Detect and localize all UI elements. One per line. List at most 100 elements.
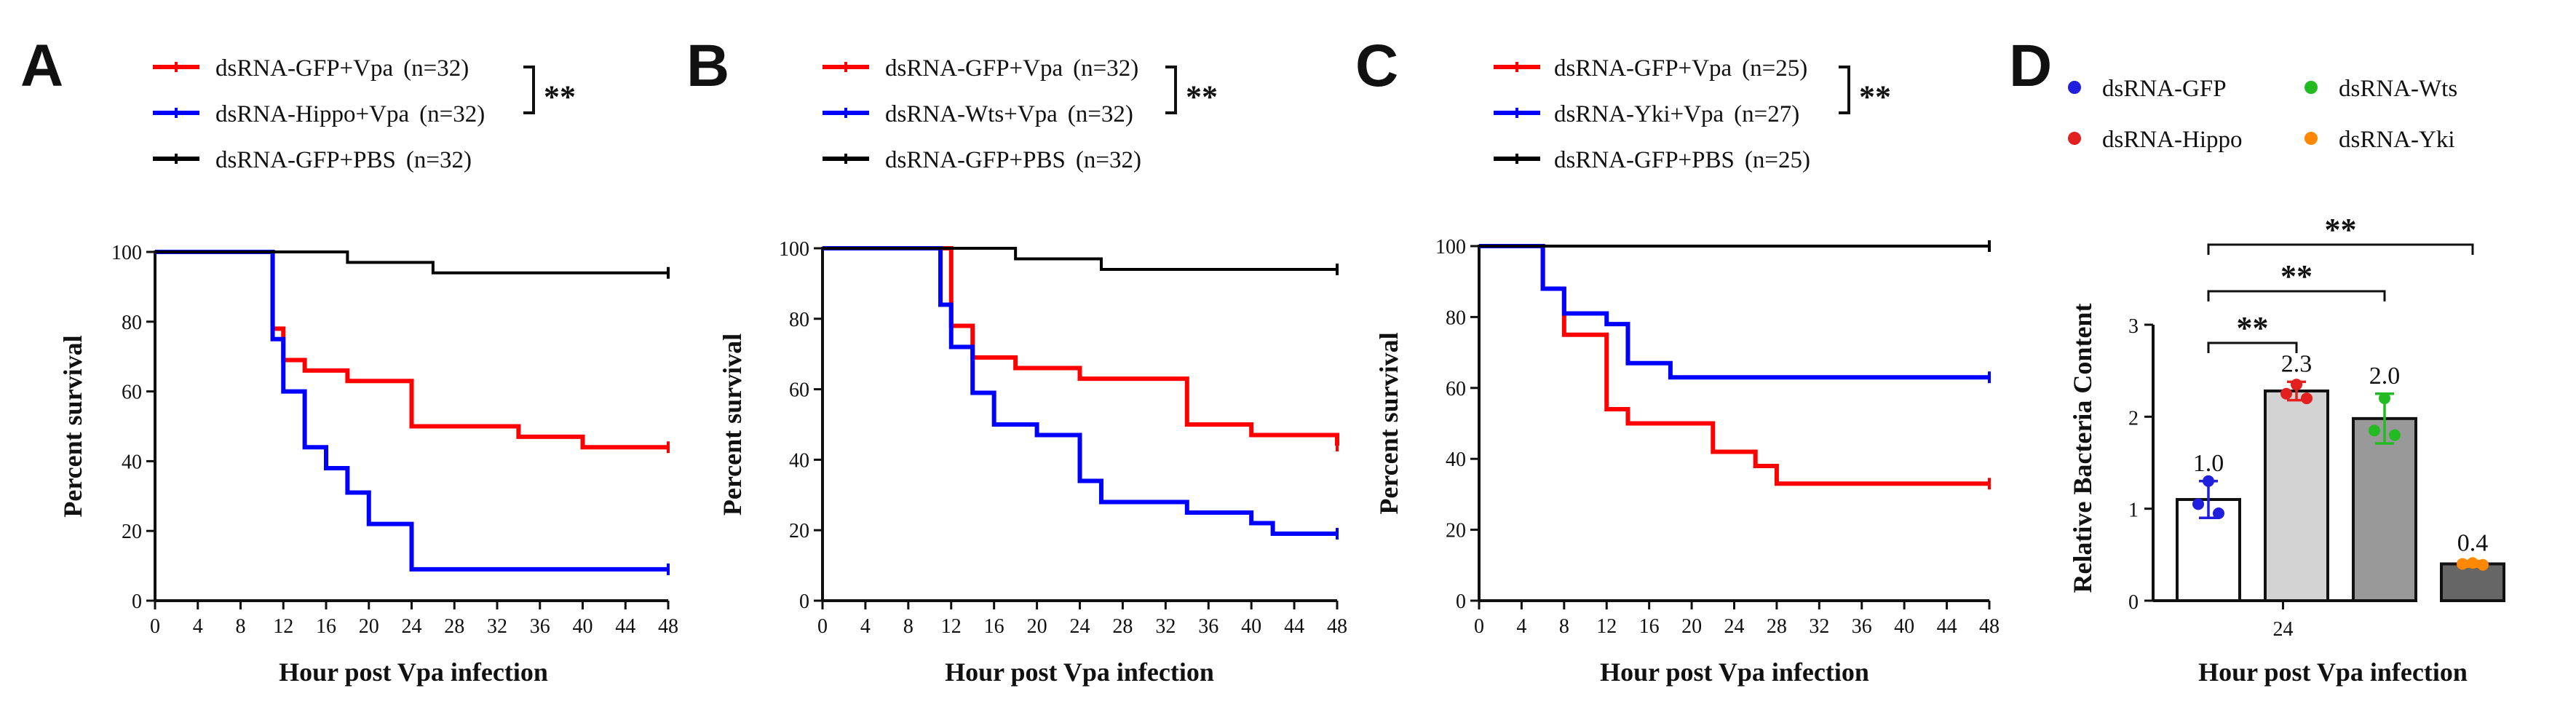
survival-curve	[823, 246, 1339, 446]
significance-bracket	[1165, 66, 1177, 114]
x-tick-label: 24	[402, 615, 422, 638]
survival-curve	[1479, 244, 1989, 380]
y-tick-label: 20	[789, 520, 809, 542]
x-tick-label: 36	[1852, 615, 1872, 638]
legend-entry: dsRNA-Yki+Vpa (n=27)	[1494, 101, 1799, 127]
data-point	[2477, 558, 2489, 571]
y-tick-label: 40	[1446, 449, 1466, 471]
legend-n-label: (n=27)	[1734, 101, 1799, 127]
x-tick-label: 40	[573, 615, 593, 638]
survival-curve	[823, 246, 1337, 537]
data-point	[2379, 392, 2390, 405]
y-tick-label: 2	[2128, 407, 2139, 430]
y-tick-label: 60	[789, 379, 809, 402]
legend-n-label: (n=25)	[1745, 147, 1810, 173]
x-tick-label: 44	[615, 615, 635, 638]
legend-label: dsRNA-Hippo	[2102, 127, 2243, 153]
x-tick-label: 36	[1198, 615, 1218, 638]
data-point	[2389, 429, 2401, 441]
legend-label: dsRNA-GFP+Vpa	[1554, 55, 1732, 82]
bar	[2352, 416, 2417, 602]
legend-dot	[2068, 132, 2081, 145]
legend-entry: dsRNA-Hippo	[2068, 127, 2243, 153]
y-tick-label: 60	[122, 382, 142, 404]
bar-value-label: 1.0	[2193, 450, 2224, 477]
data-point	[2369, 424, 2380, 437]
y-tick-label: 60	[1446, 378, 1466, 400]
bar	[2440, 562, 2505, 603]
legend-entry: dsRNA-GFP+PBS (n=25)	[1494, 147, 1810, 173]
y-tick-label: 0	[1456, 590, 1466, 613]
x-tick-label: 0	[1474, 615, 1484, 638]
x-tick-label: 0	[817, 615, 828, 638]
legend-n-label: (n=32)	[1076, 147, 1141, 173]
y-tick-label: 0	[2128, 591, 2139, 614]
legend-entry: dsRNA-Wts+Vpa (n=32)	[823, 101, 1133, 127]
y-axis-title: Percent survival	[1374, 332, 1403, 514]
x-tick-label: 40	[1894, 615, 1914, 638]
legend-entry: dsRNA-GFP+Vpa (n=25)	[1494, 55, 1807, 82]
data-point	[2467, 557, 2478, 569]
x-axis-title: Hour post Vpa infection	[1600, 657, 1869, 687]
survival-curve	[823, 247, 1337, 272]
x-tick-label: 20	[359, 615, 379, 638]
x-tick-label: 4	[1516, 615, 1526, 638]
legend-dot	[2068, 81, 2081, 94]
significance-bracket	[523, 66, 535, 114]
y-tick-label: 100	[111, 242, 142, 264]
significance-label: **	[2325, 212, 2357, 248]
x-tick-label: 12	[1596, 615, 1617, 638]
data-point	[2213, 507, 2224, 519]
x-tick-label: 40	[1241, 615, 1261, 638]
legend-entry: dsRNA-GFP+Vpa (n=32)	[823, 55, 1138, 82]
legend-label: dsRNA-GFP+Vpa	[215, 55, 393, 82]
x-tick-label: 32	[487, 615, 507, 638]
x-tick-label: 12	[273, 615, 293, 638]
y-tick-label: 80	[789, 309, 809, 331]
x-tick-label: 28	[444, 615, 464, 638]
y-tick-label: 3	[2128, 315, 2139, 338]
significance-bracket	[1839, 66, 1850, 114]
y-tick-label: 0	[132, 590, 142, 613]
y-tick-label: 40	[789, 449, 809, 472]
data-point	[2457, 558, 2468, 570]
x-tick-label: 0	[150, 615, 160, 638]
y-tick-label: 80	[1446, 307, 1466, 329]
y-axis-title: Percent survival	[58, 335, 87, 517]
y-axis-title: Relative Bacteria Content	[2068, 304, 2097, 593]
legend-label: dsRNA-Hippo+Vpa	[215, 101, 409, 127]
legend-label: dsRNA-Wts+Vpa	[885, 101, 1058, 127]
y-tick-label: 20	[122, 521, 142, 543]
bar-value-label: 2.0	[2369, 363, 2401, 390]
x-tick-label: 28	[1112, 615, 1133, 638]
legend-entry: dsRNA-Hippo+Vpa (n=32)	[153, 101, 485, 127]
legend-n-label: (n=32)	[406, 147, 472, 173]
x-tick-label: 12	[941, 615, 962, 638]
x-tick-label: 4	[193, 615, 203, 638]
x-tick-label: 8	[1559, 615, 1569, 638]
significance-label: **	[1186, 79, 1218, 115]
bar	[2264, 389, 2329, 603]
x-axis-title: Hour post Vpa infection	[2198, 657, 2468, 687]
survival-curve	[155, 250, 668, 450]
x-tick-label: 36	[530, 615, 550, 638]
x-tick-label: 28	[1767, 615, 1787, 638]
x-tick-label: 32	[1809, 615, 1829, 638]
data-point	[2291, 379, 2302, 391]
survival-curve	[155, 250, 668, 274]
legend-entry: dsRNA-Yki	[2304, 127, 2455, 153]
significance-label: **	[1859, 79, 1891, 115]
significance-label: **	[2237, 310, 2269, 346]
legend-label: dsRNA-Wts	[2339, 76, 2457, 102]
x-category-label: 24	[2273, 618, 2294, 641]
x-tick-label: 48	[1327, 615, 1347, 638]
x-tick-label: 8	[236, 615, 246, 638]
bar-value-label: 0.4	[2457, 530, 2489, 557]
x-tick-label: 20	[1027, 615, 1047, 638]
significance-label: **	[2280, 258, 2313, 294]
x-tick-label: 4	[860, 615, 871, 638]
